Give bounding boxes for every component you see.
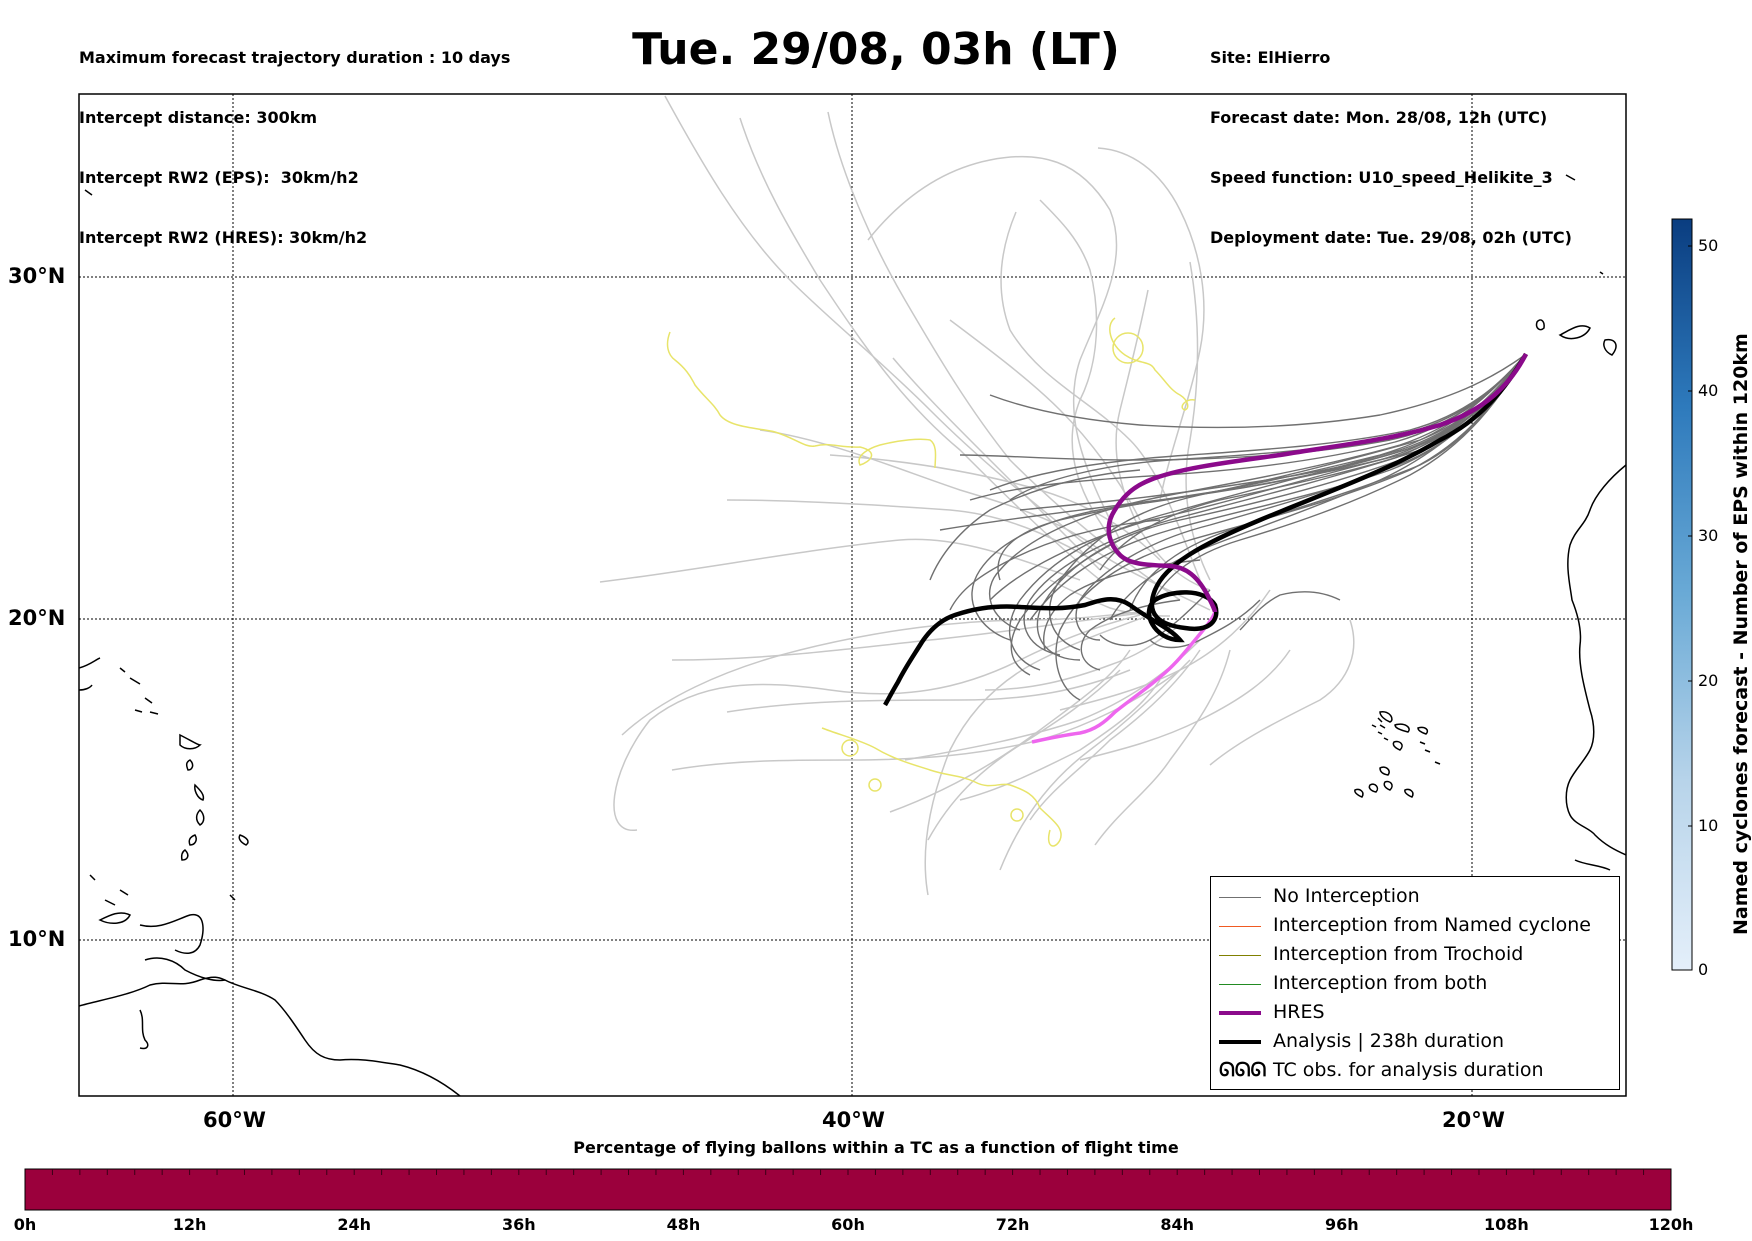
colorbar-bottom	[24, 1168, 1672, 1211]
map-frame	[78, 93, 1627, 1097]
legend-item: HRES	[1211, 999, 1619, 1027]
header-line: Deployment date: Tue. 29/08, 02h (UTC)	[1210, 228, 1572, 247]
eps-no-interception-trajectories	[929, 354, 1526, 701]
tc-symbol-icon: ᘏᘏᘏ	[1219, 1059, 1267, 1081]
colorbar-bottom-tick-label: 108h	[1483, 1215, 1529, 1234]
legend-label: Interception from both	[1273, 972, 1488, 994]
colorbar-bottom-title: Percentage of flying ballons within a TC…	[573, 1138, 1179, 1157]
legend-swatch	[1219, 955, 1261, 956]
colorbar-bottom-tick-label: 60h	[831, 1215, 865, 1234]
colorbar-right-tick-label: 0	[1698, 960, 1709, 979]
colorbar-bottom-tick-label: 72h	[995, 1215, 1030, 1234]
legend-item: Analysis | 238h duration	[1211, 1028, 1619, 1056]
colorbar-bottom-tick-label: 120h	[1648, 1215, 1694, 1234]
colorbar-bottom-tick-label: 36h	[501, 1215, 536, 1234]
lon-label-20w: 20°W	[1442, 1108, 1505, 1132]
eps-light-trajectories	[599, 95, 1355, 896]
colorbar-right-tick-label: 40	[1698, 381, 1719, 400]
legend-label: No Interception	[1273, 885, 1420, 907]
pink-trajectory	[1031, 611, 1217, 744]
legend-label: Interception from Trochoid	[1273, 943, 1524, 965]
legend: No Interception Interception from Named …	[1210, 876, 1620, 1090]
lon-label-40w: 40°W	[822, 1108, 885, 1132]
lat-label-30n: 30°N	[8, 264, 66, 288]
colorbar-bottom-tick-label: 0h	[13, 1215, 37, 1234]
lat-label-20n: 20°N	[8, 606, 66, 630]
lat-label-10n: 10°N	[8, 927, 66, 951]
legend-swatch	[1219, 1011, 1261, 1015]
header-line: Site: ElHierro	[1210, 48, 1331, 67]
colorbar-right-tick-label: 10	[1698, 816, 1719, 835]
header-right: Site: ElHierro Forecast date: Mon. 28/08…	[1210, 8, 1572, 268]
lon-label-60w: 60°W	[203, 1108, 266, 1132]
colorbar-bottom-tick-label: 12h	[172, 1215, 207, 1234]
header-line: Speed function: U10_speed_Helikite_3	[1210, 168, 1553, 187]
legend-item: Interception from Named cyclone	[1211, 912, 1619, 940]
colorbar-bottom-tick-label: 48h	[666, 1215, 701, 1234]
colorbar-right-label: Named cyclones forecast - Number of EPS …	[1730, 333, 1752, 935]
legend-item: Interception from both	[1211, 970, 1619, 998]
legend-label: TC obs. for analysis duration	[1273, 1059, 1544, 1081]
legend-label: Analysis | 238h duration	[1273, 1030, 1505, 1052]
legend-item: ᘏᘏᘏ TC obs. for analysis duration	[1211, 1057, 1619, 1085]
legend-swatch	[1219, 897, 1261, 898]
colorbar-bottom-tick-label: 96h	[1324, 1215, 1359, 1234]
coastlines	[79, 174, 1626, 1096]
hres-trajectory	[1106, 352, 1528, 613]
colorbar-right	[1671, 218, 1693, 971]
header-line: Intercept RW2 (HRES): 30km/h2	[79, 228, 368, 247]
legend-swatch	[1219, 1040, 1261, 1044]
colorbar-bottom-tick-label: 84h	[1160, 1215, 1195, 1234]
header-line: Maximum forecast trajectory duration : 1…	[79, 48, 511, 67]
legend-swatch	[1219, 984, 1261, 985]
legend-item: No Interception	[1211, 883, 1619, 911]
legend-swatch	[1219, 926, 1261, 927]
colorbar-right-tick-label: 50	[1698, 236, 1719, 255]
colorbar-right-ticks	[1688, 245, 1692, 971]
legend-label: HRES	[1273, 1001, 1325, 1023]
tc-observation-tracks	[666, 317, 1196, 847]
colorbar-right-tick-label: 30	[1698, 526, 1719, 545]
legend-label: Interception from Named cyclone	[1273, 914, 1591, 936]
header-line: Intercept distance: 300km	[79, 108, 318, 127]
header-line: Intercept RW2 (EPS): 30km/h2	[79, 168, 359, 187]
header-left: Maximum forecast trajectory duration : 1…	[79, 8, 510, 268]
analysis-trajectory	[883, 352, 1528, 707]
legend-item: Interception from Trochoid	[1211, 941, 1619, 969]
header-line: Forecast date: Mon. 28/08, 12h (UTC)	[1210, 108, 1548, 127]
colorbar-right-tick-label: 20	[1698, 671, 1719, 690]
page-title: Tue. 29/08, 03h (LT)	[632, 24, 1120, 75]
colorbar-bottom-tick-label: 24h	[337, 1215, 372, 1234]
colorbar-bottom-ticks	[51, 1169, 1645, 1175]
